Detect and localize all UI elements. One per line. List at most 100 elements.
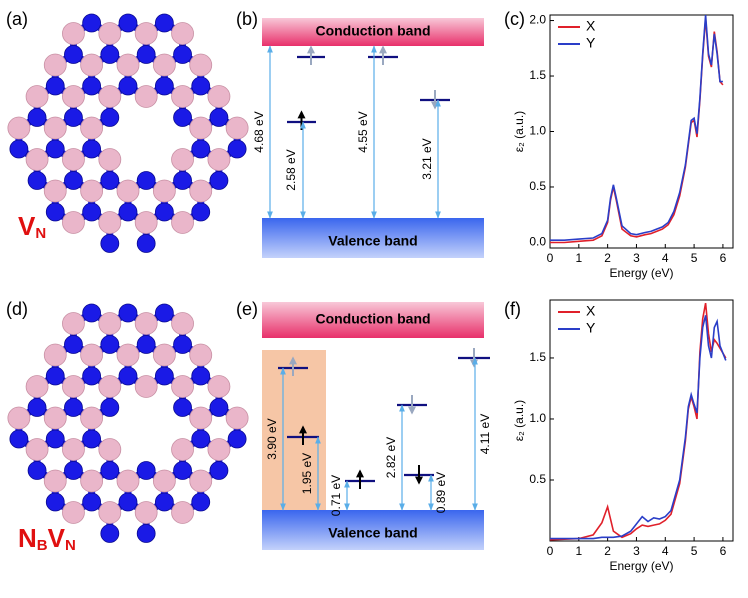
boron-atom <box>152 343 176 367</box>
boron-atom <box>171 501 194 524</box>
boron-atom <box>80 53 104 77</box>
nitrogen-atom <box>227 429 247 449</box>
nitrogen-atom <box>64 398 83 417</box>
label-main: V <box>18 211 36 241</box>
boron-atom <box>189 406 213 430</box>
boron-atom <box>62 148 85 171</box>
boron-atom <box>43 53 67 77</box>
nitrogen-atom <box>154 303 174 323</box>
boron-atom <box>207 375 231 398</box>
nitrogen-atom <box>82 366 102 386</box>
nitrogen-atom <box>82 13 102 33</box>
boron-atom <box>98 85 122 108</box>
boron-atom <box>171 211 194 234</box>
label-main: N <box>18 523 37 553</box>
boron-atom <box>25 85 49 108</box>
nitrogen-atom <box>45 202 65 222</box>
label-main: V <box>48 523 66 553</box>
nitrogen-atom <box>118 303 138 323</box>
band-label: Valence band <box>328 233 417 249</box>
transition-energy: 1.95 eV <box>300 453 314 494</box>
nitrogen-atom <box>27 461 47 480</box>
boron-atom <box>98 211 122 234</box>
boron-atom <box>116 343 140 367</box>
x-tick-label: 5 <box>691 251 698 265</box>
x-axis-label: Energy (eV) <box>609 266 673 280</box>
nitrogen-atom <box>173 171 192 190</box>
nitrogen-atom <box>209 108 229 127</box>
legend-label: Y <box>586 35 596 51</box>
boron-atom <box>43 406 67 430</box>
boron-atom <box>225 406 249 430</box>
boron-atom <box>171 375 194 398</box>
boron-atom <box>171 312 194 335</box>
label-subscript: N <box>65 537 76 554</box>
nitrogen-atom <box>118 76 138 96</box>
nitrogen-atom <box>45 492 65 512</box>
y-tick-label: 0.0 <box>529 235 546 249</box>
nitrogen-atom <box>82 76 102 96</box>
boron-atom <box>43 179 67 203</box>
boron-atom <box>134 211 158 234</box>
band-label: Valence band <box>328 525 417 541</box>
x-tick-label: 1 <box>575 251 582 265</box>
boron-atom <box>171 22 194 45</box>
nitrogen-atom <box>209 171 229 190</box>
nitrogen-atom <box>136 461 156 480</box>
boron-atom <box>80 343 104 367</box>
panel-label: (d) <box>6 299 28 319</box>
transition-energy: 2.82 eV <box>384 437 398 478</box>
boron-atom <box>207 85 231 108</box>
boron-atom <box>152 53 176 77</box>
nitrogen-atom <box>118 366 138 386</box>
boron-atom <box>152 179 176 203</box>
nitrogen-atom <box>45 366 65 386</box>
nitrogen-atom <box>173 45 192 64</box>
nitrogen-atom <box>100 398 120 417</box>
x-tick-label: 2 <box>604 544 611 558</box>
nitrogen-atom <box>100 461 120 480</box>
transition-energy: 2.58 eV <box>284 149 298 190</box>
nitrogen-atom <box>136 234 156 253</box>
nitrogen-atom <box>118 492 138 512</box>
nitrogen-atom <box>118 202 138 222</box>
boron-atom <box>80 116 104 140</box>
boron-atom <box>62 501 85 524</box>
boron-atom <box>98 438 122 461</box>
boron-atom <box>134 501 158 524</box>
nitrogen-atom <box>100 45 120 64</box>
x-tick-label: 3 <box>633 544 640 558</box>
band-label: Conduction band <box>315 23 430 39</box>
nitrogen-atom <box>136 171 156 190</box>
y-tick-label: 2.0 <box>529 13 546 27</box>
nitrogen-atom <box>191 429 211 449</box>
legend-label: X <box>586 18 596 34</box>
boron-atom <box>62 375 85 398</box>
y-tick-label: 1.5 <box>529 350 546 364</box>
x-tick-label: 6 <box>720 544 727 558</box>
nitrogen-atom <box>64 45 83 64</box>
boron-atom <box>116 469 140 493</box>
nitrogen-atom <box>154 492 174 512</box>
nitrogen-atom <box>209 461 229 480</box>
x-tick-label: 0 <box>547 544 554 558</box>
boron-atom <box>207 438 231 461</box>
nitrogen-atom <box>154 76 174 96</box>
nitrogen-atom <box>154 202 174 222</box>
panel-label: (f) <box>504 299 521 319</box>
nitrogen-atom <box>27 398 47 417</box>
nitrogen-atom <box>27 171 47 190</box>
boron-atom <box>134 85 158 108</box>
transition-energy: 3.21 eV <box>420 138 434 179</box>
boron-atom <box>189 116 213 140</box>
nitrogen-atom <box>136 335 156 354</box>
panel-label: (b) <box>236 9 258 29</box>
boron-atom <box>98 312 122 335</box>
boron-atom <box>134 312 158 335</box>
molecules <box>7 13 249 543</box>
x-tick-label: 4 <box>662 251 669 265</box>
boron-atom <box>189 469 213 493</box>
nitrogen-atom <box>82 303 102 323</box>
boron-atom <box>25 148 49 171</box>
x-tick-label: 5 <box>691 544 698 558</box>
